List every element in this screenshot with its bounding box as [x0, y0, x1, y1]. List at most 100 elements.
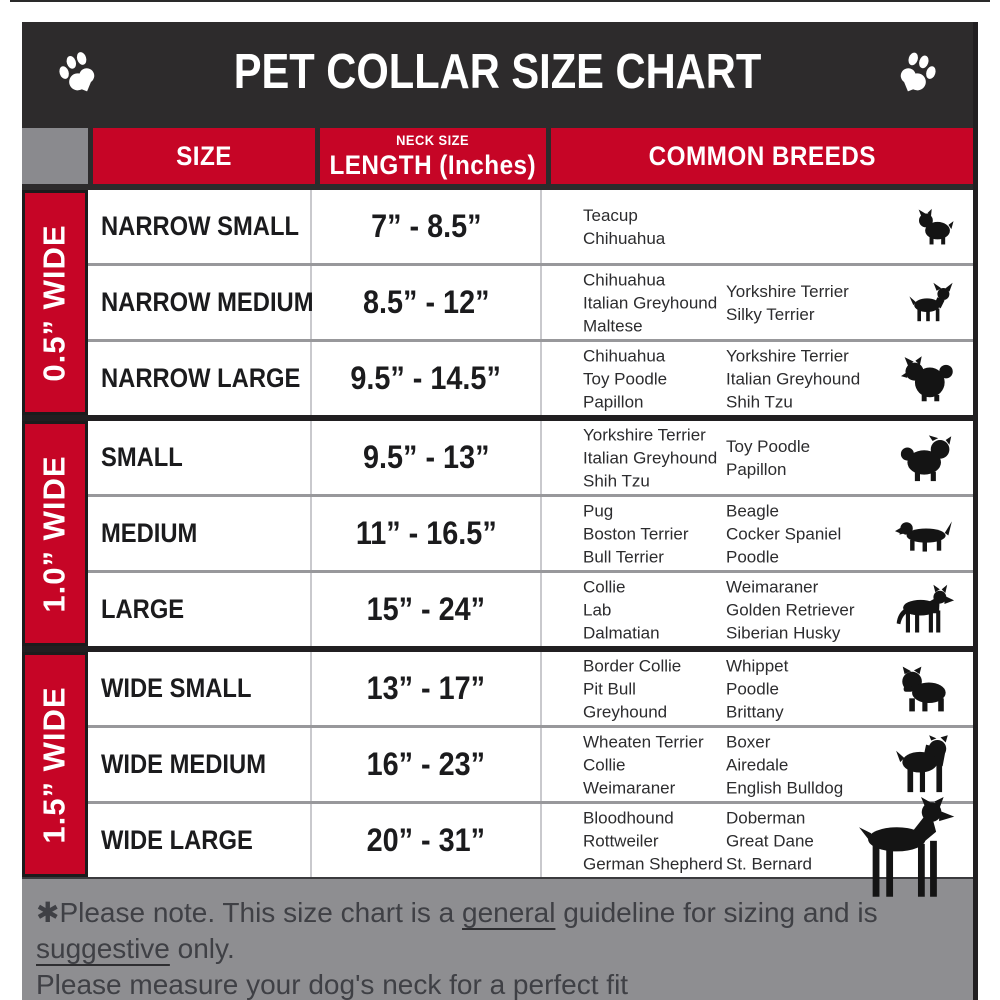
table-row: NARROW MEDIUM 8.5” - 12” Chihuahua Italian … — [88, 263, 973, 339]
breed-list: Yorkshire Terrier Italian Greyhound Shih T… — [583, 423, 717, 492]
paw-icon — [891, 48, 941, 98]
breed-list: Yorkshire Terrier Italian Greyhound Shih T… — [726, 344, 860, 413]
common-breeds-cell: Border Collie Pit Bull Greyhound Whippet Poo… — [542, 652, 973, 725]
common-breeds-cell: Wheaten Terrier Collie Weimaraner Boxer Aire… — [542, 728, 973, 801]
table-row: MEDIUM 11” - 16.5” Pug Boston Terrier Bull T… — [88, 494, 973, 570]
breed-name: Whippet — [726, 656, 789, 675]
breed-name: Dalmatian — [583, 623, 660, 642]
header-common-breeds: COMMON BREEDS — [551, 128, 973, 184]
breed-list: Toy Poodle Papillon — [726, 435, 810, 481]
doberman-icon — [853, 797, 955, 899]
breed-name: Shih Tzu — [583, 471, 650, 490]
common-breeds-cell: Chihuahua Italian Greyhound Maltese Yorkshi… — [542, 266, 973, 339]
breed-name: German Shepherd — [583, 854, 723, 873]
yorkshire-terrier-icon — [915, 208, 955, 246]
breed-name: Chihuahua — [583, 270, 666, 289]
neck-length-cell: 9.5” - 13” — [312, 421, 542, 494]
size-name-cell: NARROW MEDIUM — [88, 266, 314, 339]
breed-list: Yorkshire Terrier Silky Terrier — [726, 280, 849, 326]
size-name: MEDIUM — [101, 518, 198, 548]
breed-list: Boxer Airedale English Bulldog — [726, 730, 843, 799]
neck-length-cell: 13” - 17” — [312, 652, 542, 725]
width-label-bar: 1.0” WIDE — [22, 421, 88, 646]
breed-name: Toy Poodle — [726, 436, 811, 456]
neck-length-range: 9.5” - 13” — [362, 439, 490, 475]
breed-name: Border Collie — [583, 656, 682, 675]
neck-length-cell: 8.5” - 12” — [312, 266, 542, 339]
breed-name: Italian Greyhound — [726, 369, 861, 388]
table-row: NARROW SMALL 7” - 8.5” Teacup Chihuahua — [88, 190, 973, 263]
german-shepherd-icon — [893, 584, 955, 636]
breed-list: Weimaraner Golden Retriever Siberian Husky — [726, 575, 855, 644]
breed-name: Papillon — [726, 459, 787, 479]
size-name-cell: SMALL — [88, 421, 312, 494]
width-group: 1.5” WIDE WIDE SMALL 13” - 17” Border Colli… — [22, 646, 973, 897]
width-label: 1.0” WIDE — [37, 454, 72, 613]
breed-name: Brittany — [726, 702, 784, 721]
breed-name: Siberian Husky — [726, 623, 841, 642]
header-size: SIZE — [93, 128, 315, 184]
neck-length-range: 15” - 24” — [366, 591, 486, 627]
breed-name: Wheaten Terrier — [583, 732, 704, 751]
size-name: WIDE LARGE — [101, 825, 253, 855]
breed-name: English Bulldog — [726, 778, 844, 797]
breed-name: Rottweiler — [583, 831, 659, 850]
breed-list: Collie Lab Dalmatian — [583, 575, 660, 644]
breed-list: Doberman Great Dane St. Bernard — [726, 806, 814, 875]
breed-name: Golden Retriever — [726, 600, 855, 619]
neck-length-cell: 9.5” - 14.5” — [312, 342, 542, 415]
neck-length-range: 7” - 8.5” — [370, 208, 482, 244]
footer-note-line2: Please measure your dog's neck for a per… — [36, 969, 629, 1000]
table-header-row: SIZE NECK SIZE LENGTH (Inches) COMMON BR… — [22, 122, 973, 190]
size-name: NARROW LARGE — [101, 363, 301, 393]
breed-name: Cocker Spaniel — [726, 524, 842, 543]
size-name-cell: WIDE MEDIUM — [88, 728, 312, 801]
width-label-bar: 0.5” WIDE — [22, 190, 88, 415]
size-name-cell: NARROW SMALL — [88, 190, 312, 263]
table-row: WIDE LARGE 20” - 31” Bloodhound Rottweiler G… — [88, 797, 973, 897]
neck-length-range: 8.5” - 12” — [362, 284, 490, 320]
footer-note: ✱Please note. This size chart is a gener… — [22, 877, 973, 1000]
size-name: NARROW SMALL — [101, 211, 299, 241]
breed-name: Poodle — [726, 679, 779, 698]
breed-name: Boston Terrier — [583, 524, 689, 543]
size-name-cell: WIDE SMALL — [88, 652, 312, 725]
table-row: WIDE SMALL 13” - 17” Border Collie Pit Bull… — [88, 652, 973, 725]
breed-name: Silky Terrier — [726, 304, 815, 324]
note-text: only. — [169, 933, 235, 964]
size-name: SMALL — [101, 442, 183, 472]
neck-length-range: 9.5” - 14.5” — [350, 360, 502, 396]
width-group: 0.5” WIDE NARROW SMALL 7” - 8.5” Teacup Chih… — [22, 190, 973, 415]
width-label: 0.5” WIDE — [37, 223, 72, 382]
breed-name: Bloodhound — [583, 808, 674, 827]
dachshund-icon — [895, 515, 955, 553]
size-name-cell: WIDE LARGE — [88, 804, 312, 877]
width-label: 1.5” WIDE — [37, 685, 72, 844]
header-neck-size: NECK SIZE LENGTH (Inches) — [320, 128, 546, 184]
common-breeds-cell: Yorkshire Terrier Italian Greyhound Shih T… — [542, 421, 973, 494]
neck-length-cell: 7” - 8.5” — [312, 190, 542, 263]
table-row: WIDE MEDIUM 16” - 23” Wheaten Terrier Colli… — [88, 725, 973, 801]
breed-name: Poodle — [726, 547, 779, 566]
note-text: ✱Please note. This size chart is a — [36, 897, 463, 928]
breed-name: St. Bernard — [726, 854, 812, 873]
common-breeds-cell: Teacup Chihuahua — [542, 190, 973, 263]
breed-name: Lab — [583, 600, 612, 619]
breed-name: Great Dane — [726, 831, 814, 850]
common-breeds-cell: Bloodhound Rottweiler German Shepherd Dober… — [542, 797, 973, 897]
breed-name: Collie — [583, 755, 626, 774]
breed-name: Italian Greyhound — [583, 448, 718, 467]
breed-name: Greyhound — [583, 702, 668, 721]
breed-list: Chihuahua Italian Greyhound Maltese — [583, 268, 717, 337]
breed-list: Bloodhound Rottweiler German Shepherd — [583, 806, 723, 875]
breed-list: Border Collie Pit Bull Greyhound — [583, 654, 681, 723]
neck-length-range: 16” - 23” — [366, 746, 486, 782]
table-row: SMALL 9.5” - 13” Yorkshire Terrier Italian … — [88, 421, 973, 494]
underlined-word: suggestive — [36, 933, 170, 964]
neck-length-cell: 16” - 23” — [312, 728, 542, 801]
table-row: NARROW LARGE 9.5” - 14.5” Chihuahua Toy Poo… — [88, 339, 973, 415]
width-label-bar: 1.5” WIDE — [22, 652, 88, 877]
breed-name: Teacup — [583, 205, 638, 225]
shih-tzu-icon — [899, 433, 955, 483]
width-group: 1.0” WIDE SMALL 9.5” - 13” Yorkshire Terrie… — [22, 415, 973, 646]
